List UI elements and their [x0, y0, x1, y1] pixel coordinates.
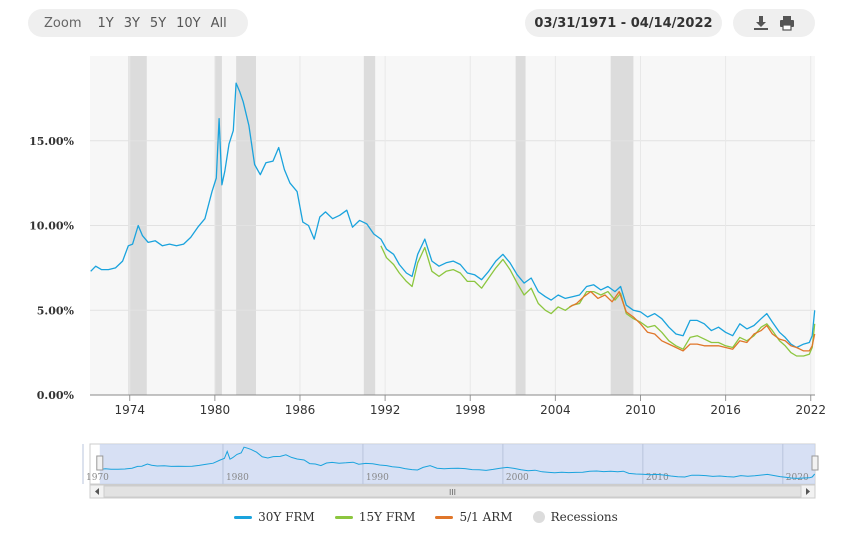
- navigator-selection: [99, 444, 815, 484]
- zoom-bar: Zoom 1Y 3Y 5Y 10Y All: [28, 9, 248, 37]
- scrollbar-grip: III: [449, 488, 456, 497]
- xtick-label-6: 2010: [625, 403, 656, 417]
- navigator-tick-4: 2010: [646, 473, 669, 483]
- xtick-label-0: 1974: [114, 403, 145, 417]
- navigator-tick-0: 1970: [86, 473, 109, 483]
- legend-swatch-recessions: [532, 511, 545, 523]
- series-line-0: [90, 82, 816, 349]
- scroll-left-arrow-icon[interactable]: [95, 488, 99, 495]
- navigator-scrollbar-thumb[interactable]: [103, 485, 802, 498]
- navigator-handle-1[interactable]: [811, 455, 819, 471]
- xtick-label-1: 1980: [200, 403, 231, 417]
- legend-item-30y-frm[interactable]: 30Y FRM: [234, 510, 315, 524]
- legend-swatch-15y: [334, 515, 353, 519]
- zoom-3y-button[interactable]: 3Y: [123, 15, 140, 31]
- date-range-text: 03/31/1971 - 04/14/2022: [534, 15, 713, 31]
- zoom-10y-button[interactable]: 10Y: [176, 15, 201, 31]
- scroll-right-arrow-icon[interactable]: [806, 488, 810, 495]
- legend-label-15y: 15Y FRM: [358, 510, 416, 524]
- xtick-label-2: 1986: [285, 403, 316, 417]
- legend-label-arm: 5/1 ARM: [459, 510, 513, 524]
- zoom-all-button[interactable]: All: [210, 15, 227, 31]
- legend-label-recessions: Recessions: [550, 510, 618, 524]
- navigator-tick-2: 1990: [366, 473, 389, 483]
- legend: 30Y FRM 15Y FRM 5/1 ARM Recessions: [0, 510, 852, 524]
- zoom-5y-button[interactable]: 5Y: [149, 15, 167, 31]
- zoom-label: Zoom: [44, 15, 82, 31]
- ytick-label-1: 5.00%: [37, 304, 75, 317]
- navigator-series-line: [100, 446, 816, 479]
- series-line-2: [569, 290, 816, 352]
- legend-swatch-arm: [435, 515, 454, 519]
- date-range-display[interactable]: 03/31/1971 - 04/14/2022: [525, 9, 722, 37]
- print-icon[interactable]: [779, 15, 795, 31]
- legend-label-30y: 30Y FRM: [258, 510, 315, 524]
- legend-item-15y-frm[interactable]: 15Y FRM: [334, 510, 416, 524]
- navigator-tick-1: 1980: [226, 473, 249, 483]
- navigator-tick-3: 2000: [506, 473, 529, 483]
- ytick-label-3: 15.00%: [29, 135, 74, 148]
- export-tools: [733, 9, 815, 37]
- legend-item-recessions[interactable]: Recessions: [532, 510, 618, 524]
- xtick-label-3: 1992: [370, 403, 401, 417]
- legend-item-5-1-arm[interactable]: 5/1 ARM: [435, 510, 513, 524]
- xtick-label-5: 2004: [540, 403, 571, 417]
- navigator-handle-0[interactable]: [96, 455, 104, 471]
- xtick-label-8: 2022: [795, 403, 826, 417]
- download-icon[interactable]: [753, 15, 769, 31]
- ytick-label-2: 10.00%: [29, 220, 74, 233]
- zoom-1y-button[interactable]: 1Y: [97, 15, 114, 31]
- xtick-label-4: 1998: [455, 403, 486, 417]
- ytick-label-0: 0.00%: [37, 389, 75, 402]
- xtick-label-7: 2016: [710, 403, 741, 417]
- mortgage-rate-chart: 0.00% 5.00% 10.00% 15.00% 1974 1980 1986 1992 19…: [29, 56, 826, 499]
- series-line-1: [380, 245, 816, 357]
- legend-swatch-30y: [234, 515, 253, 519]
